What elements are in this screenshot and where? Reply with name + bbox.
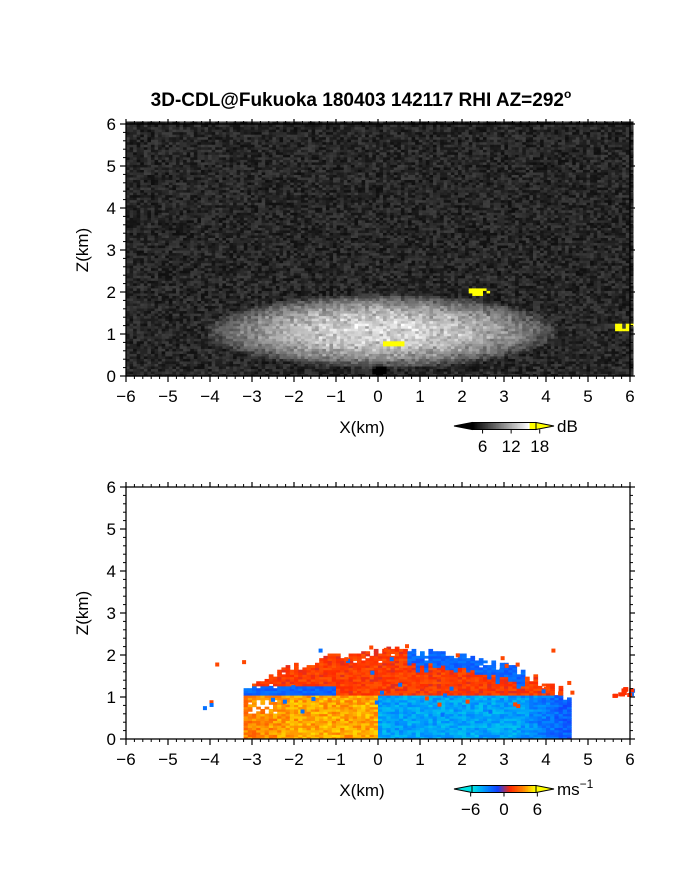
- intensity-x-tick-label: −4: [200, 387, 219, 406]
- intensity-colorbar-ramp: [472, 422, 537, 430]
- velocity-panel: −6 −5 −4 −3 −2 −1 0 1 2 3 4 5 6 0 1 2 3 4 5 6 X(km) Z(km) −…: [73, 478, 636, 819]
- intensity-x-tick-label: 0: [373, 387, 382, 406]
- intensity-x-tick-label: −5: [158, 387, 177, 406]
- figure-title: 3D-CDL@Fukuoka 180403 142117 RHI AZ=292o: [151, 87, 572, 111]
- velocity-x-tick-label: 0: [373, 750, 382, 769]
- velocity-colorbar-left-arrow: [453, 784, 473, 794]
- intensity-colorbar-frame: [471, 422, 537, 430]
- intensity-axes: −6 −5 −4 −3 −2 −1 0 1 2 3 4 5 6 0 1 2 3 4 5 6: [107, 115, 635, 406]
- intensity-y-tick-label: 0: [107, 367, 116, 386]
- figure-title-superscript: o: [564, 87, 571, 101]
- velocity-y-tick-label: 3: [107, 604, 116, 623]
- velocity-colorbar-unit-exponent: −1: [580, 777, 594, 791]
- velocity-x-tick-label: −5: [158, 750, 177, 769]
- intensity-x-tick-label: 4: [541, 387, 550, 406]
- intensity-y-tick-label: 2: [107, 283, 116, 302]
- intensity-colorbar-right-arrow: [535, 421, 555, 431]
- velocity-x-tick-label: 2: [457, 750, 466, 769]
- velocity-x-tick-label: 1: [415, 750, 424, 769]
- velocity-y-label: Z(km): [73, 591, 92, 635]
- intensity-x-tick-label: 6: [625, 387, 634, 406]
- velocity-y-tick-label: 5: [107, 520, 116, 539]
- velocity-y-tick-label: 1: [107, 688, 116, 707]
- velocity-x-tick-label: −3: [242, 750, 261, 769]
- intensity-colorbar-unit: dB: [557, 417, 578, 436]
- intensity-plot-area: [126, 121, 634, 377]
- intensity-x-tick-label: 1: [415, 387, 424, 406]
- intensity-colorbar-left-arrow: [453, 421, 473, 431]
- intensity-colorbar-tick-label: 6: [478, 437, 487, 456]
- figure-title-text: 3D-CDL@Fukuoka 180403 142117 RHI AZ=292: [151, 90, 564, 111]
- intensity-field-cells: [126, 121, 634, 377]
- intensity-colorbar-tick-label: 12: [502, 437, 521, 456]
- intensity-x-tick-label: 3: [499, 387, 508, 406]
- velocity-x-tick-label: −4: [200, 750, 219, 769]
- intensity-colorbar: 6 12 18 dB: [453, 417, 578, 456]
- velocity-x-tick-label: −1: [326, 750, 345, 769]
- velocity-colorbar-unit: ms−1: [557, 777, 594, 799]
- velocity-x-tick-label: −2: [284, 750, 303, 769]
- intensity-x-tick-label: −1: [326, 387, 345, 406]
- velocity-colorbar-tick-label: 6: [533, 800, 542, 819]
- intensity-x-tick-label: −6: [116, 387, 135, 406]
- intensity-y-tick-label: 1: [107, 325, 116, 344]
- intensity-y-tick-label: 6: [107, 115, 116, 134]
- velocity-x-label: X(km): [339, 781, 384, 800]
- intensity-x-label: X(km): [339, 418, 384, 437]
- velocity-colorbar-ramp: [472, 785, 537, 793]
- velocity-colorbar-tick-label: −6: [461, 800, 480, 819]
- velocity-y-tick-label: 6: [107, 478, 116, 497]
- velocity-x-tick-label: 3: [499, 750, 508, 769]
- intensity-x-tick-label: 5: [583, 387, 592, 406]
- velocity-field-cells: [202, 644, 636, 740]
- velocity-x-tick-label: 6: [625, 750, 634, 769]
- velocity-x-tick-label: 4: [541, 750, 550, 769]
- intensity-colorbar-tick-label: 18: [530, 437, 549, 456]
- velocity-axes: −6 −5 −4 −3 −2 −1 0 1 2 3 4 5 6 0 1 2 3 4 5 6: [107, 478, 635, 769]
- velocity-y-tick-label: 0: [107, 730, 116, 749]
- velocity-x-tick-label: 5: [583, 750, 592, 769]
- velocity-colorbar-right-arrow: [535, 784, 555, 794]
- intensity-y-label: Z(km): [73, 228, 92, 272]
- velocity-y-tick-label: 2: [107, 646, 116, 665]
- velocity-colorbar-tick-label: 0: [499, 800, 508, 819]
- velocity-y-tick-label: 4: [107, 562, 116, 581]
- velocity-x-tick-label: −6: [116, 750, 135, 769]
- velocity-plot-area: [126, 487, 636, 740]
- intensity-x-tick-label: −3: [242, 387, 261, 406]
- intensity-y-tick-label: 5: [107, 157, 116, 176]
- velocity-colorbar: −6 0 6 ms−1: [453, 777, 594, 819]
- intensity-x-tick-label: 2: [457, 387, 466, 406]
- intensity-y-tick-label: 3: [107, 241, 116, 260]
- intensity-x-tick-label: −2: [284, 387, 303, 406]
- intensity-y-tick-label: 4: [107, 199, 116, 218]
